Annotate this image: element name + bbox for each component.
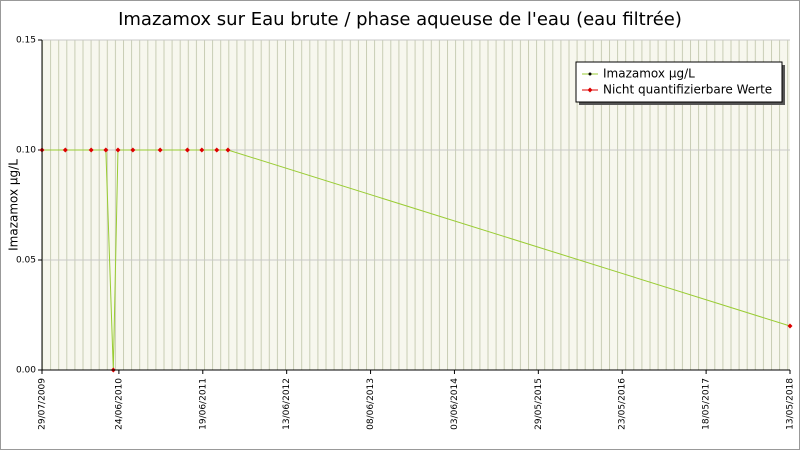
point-marker [103,147,109,153]
x-tick-label: 03/06/2014 [450,378,460,430]
y-tick-label: 0.05 [16,256,36,266]
y-tick-label: 0.00 [16,366,36,376]
x-tick-label: 29/07/2009 [38,378,48,430]
point-marker [787,323,793,329]
legend-label: Imazamox µg/L [603,67,695,81]
point-marker [214,147,220,153]
x-tick-label: 29/05/2015 [534,378,544,430]
y-tick-label: 0.15 [16,36,36,46]
point-marker [157,147,163,153]
point-marker [225,147,231,153]
point-marker [184,147,190,153]
y-axis-label: Imazamox µg/L [7,159,21,251]
point-marker [62,147,68,153]
point-marker [88,147,94,153]
legend-label: Nicht quantifizierbare Werte [603,83,772,97]
legend-marker [587,87,593,93]
x-tick-label: 13/06/2012 [282,378,292,430]
x-tick-label: 24/06/2010 [114,378,124,430]
legend-box [575,61,783,103]
x-tick-label: 18/05/2017 [702,378,712,430]
legend-marker [588,72,592,76]
point-marker [115,147,121,153]
point-marker [130,147,136,153]
x-tick-label: 08/06/2013 [366,378,376,430]
x-tick-label: 19/06/2011 [198,378,208,430]
x-tick-label: 13/05/2018 [786,378,796,430]
chart-title: Imazamox sur Eau brute / phase aqueuse d… [118,9,682,30]
plot [39,147,793,373]
x-tick-label: 23/05/2016 [618,378,628,430]
point-marker [199,147,205,153]
y-tick-label: 0.10 [16,146,36,156]
legend: Imazamox µg/L Nicht quantifizierbare Wert… [575,61,785,105]
